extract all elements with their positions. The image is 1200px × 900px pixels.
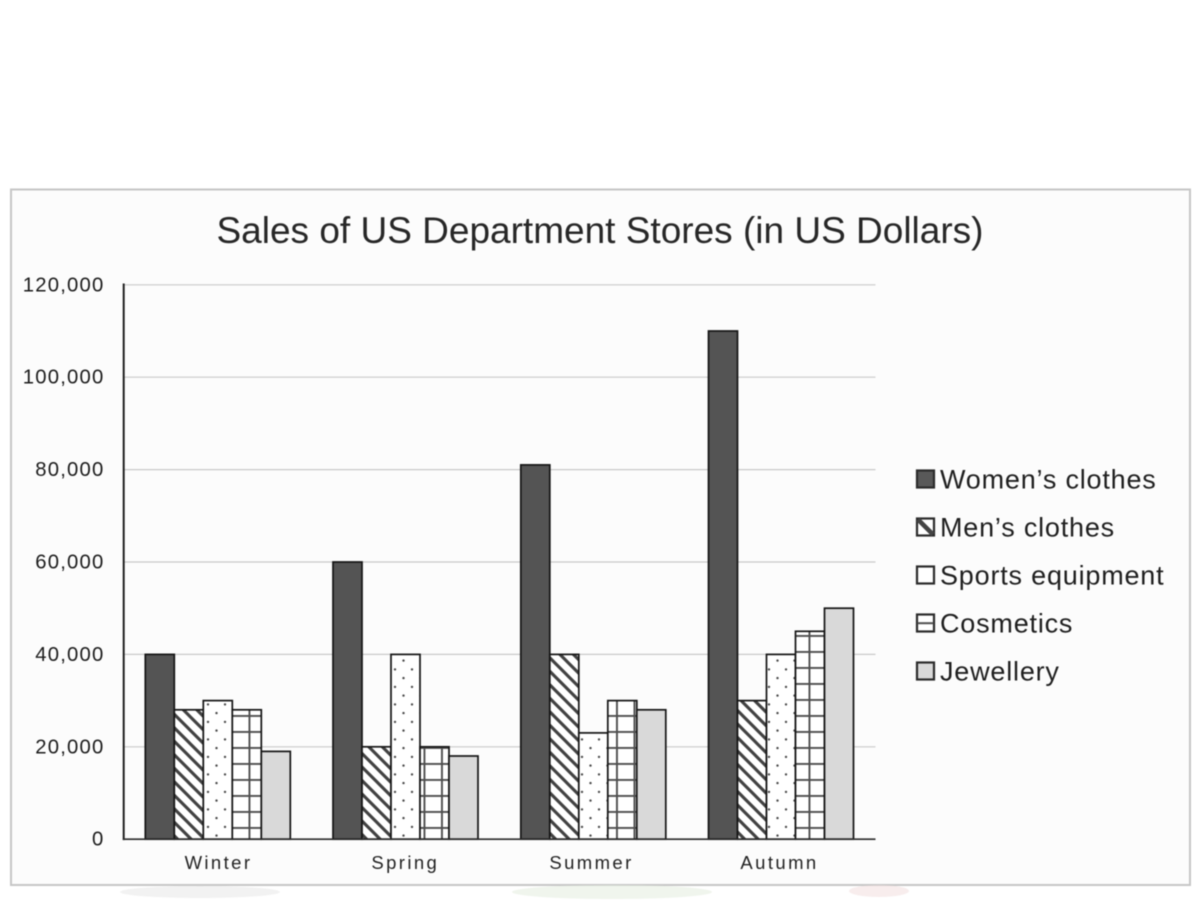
- svg-text:60,000: 60,000: [35, 552, 104, 574]
- svg-text:Men’s clothes: Men’s clothes: [940, 512, 1115, 542]
- svg-text:Jewellery: Jewellery: [940, 656, 1060, 686]
- svg-text:80,000: 80,000: [35, 459, 104, 481]
- svg-text:Cosmetics: Cosmetics: [940, 608, 1073, 638]
- svg-text:Summer: Summer: [549, 852, 633, 873]
- svg-text:Sales of US Department Stores: Sales of US Department Stores (in US Dol…: [217, 210, 984, 251]
- svg-text:Women’s clothes: Women’s clothes: [940, 464, 1157, 494]
- svg-text:0: 0: [92, 829, 104, 851]
- svg-text:40,000: 40,000: [35, 644, 104, 666]
- svg-text:Spring: Spring: [371, 852, 439, 873]
- svg-text:100,000: 100,000: [23, 367, 105, 389]
- svg-text:120,000: 120,000: [23, 274, 105, 296]
- svg-text:Winter: Winter: [185, 852, 253, 873]
- svg-text:20,000: 20,000: [35, 736, 104, 758]
- svg-text:Sports equipment: Sports equipment: [940, 560, 1164, 590]
- svg-text:Autumn: Autumn: [740, 852, 818, 873]
